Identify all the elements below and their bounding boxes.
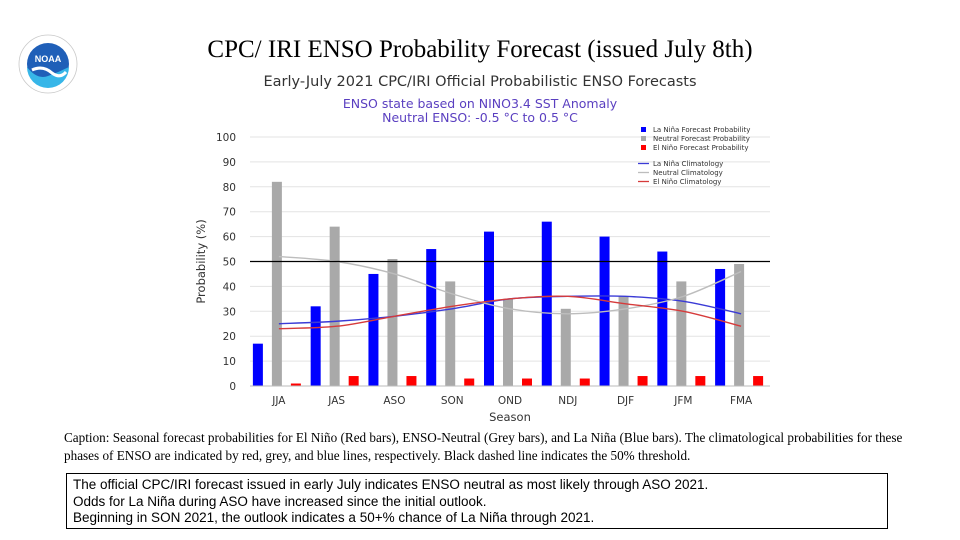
bar-2-son [464, 378, 475, 386]
chart-subtitle: ENSO state based on NINO3.4 SST Anomaly [342, 96, 618, 111]
y-tick-label: 50 [223, 257, 236, 269]
bar-1-ond [503, 298, 513, 386]
bar-1-djf [618, 296, 629, 386]
legend-climatology-label-2: El Niño Climatology [653, 178, 721, 186]
y-tick-label: 70 [223, 207, 236, 219]
bar-1-son [445, 281, 456, 386]
x-tick-label-fma: FMA [730, 395, 753, 407]
bar-0-son [426, 249, 437, 386]
bar-2-jfm [695, 376, 706, 386]
legend-label-0: La Niña Forecast Probability [653, 126, 750, 134]
x-tick-label-jfm: JFM [673, 395, 692, 407]
x-tick-label-ond: OND [498, 395, 522, 407]
y-tick-label: 60 [223, 232, 236, 244]
climatology-line-1 [278, 255, 742, 315]
summary-line-3: Beginning in SON 2021, the outlook indic… [73, 510, 595, 525]
x-tick-label-ndj: NDJ [558, 395, 577, 407]
bar-0-ond [484, 231, 494, 386]
climatology-line-2 [278, 295, 742, 330]
legend-swatch-1 [641, 136, 646, 141]
legend-label-1: Neutral Forecast Probability [653, 135, 750, 143]
noaa-logo: NOAA [18, 34, 78, 94]
chart-subtitle-2: Neutral ENSO: -0.5 °C to 0.5 °C [382, 110, 578, 125]
bar-1-jas [329, 226, 340, 386]
x-tick-label-jja: JJA [271, 395, 286, 407]
bar-0-jja [252, 343, 263, 386]
caption: Caption: Seasonal forecast probabilities… [64, 430, 903, 463]
y-tick-label: 100 [216, 132, 236, 144]
slide-title: CPC/ IRI ENSO Probability Forecast (issu… [207, 36, 753, 63]
x-tick-label-jas: JAS [327, 395, 345, 407]
noaa-logo-text: NOAA [35, 54, 62, 64]
x-tick-label-djf: DJF [617, 395, 634, 407]
bar-1-jfm [676, 281, 687, 386]
bar-2-ond [522, 378, 532, 386]
summary-line-1: The official CPC/IRI forecast issued in … [73, 477, 709, 492]
summary-line-2: Odds for La Niña during ASO have increas… [73, 493, 487, 509]
bar-0-jas [310, 306, 321, 386]
legend-climatology-label-0: La Niña Climatology [653, 160, 723, 168]
legend-swatch-2 [641, 145, 646, 150]
bar-1-aso [387, 259, 398, 386]
y-tick-label: 80 [223, 182, 236, 194]
bar-1-jja [271, 181, 282, 386]
legend-label-2: El Niño Forecast Probability [653, 144, 749, 152]
y-tick-label: 20 [223, 331, 236, 343]
y-tick-label: 10 [223, 356, 236, 368]
x-axis-label: Season [489, 410, 531, 424]
bar-2-djf [637, 376, 648, 386]
bar-1-ndj [560, 308, 571, 386]
enso-chart: 0 10 20 30 40 50 60 70 80 90 100 Probability (%) Sea… [194, 126, 770, 424]
bar-2-fma [753, 376, 764, 386]
legend-climatology-label-1: Neutral Climatology [653, 169, 723, 177]
x-tick-label-son: SON [441, 395, 464, 407]
bar-0-aso [368, 273, 379, 386]
summary-box: The official CPC/IRI forecast issued in … [66, 473, 888, 529]
bar-0-ndj [541, 221, 552, 386]
y-tick-label: 30 [223, 306, 236, 318]
bar-2-ndj [579, 378, 590, 386]
y-axis-label: Probability (%) [194, 219, 208, 303]
y-tick-label: 0 [229, 381, 236, 393]
y-tick-label: 90 [223, 157, 236, 169]
bar-2-jas [348, 376, 359, 386]
bar-0-jfm [657, 251, 668, 386]
bar-2-aso [406, 376, 417, 386]
bar-2-jja [290, 383, 301, 386]
bar-0-fma [715, 268, 726, 386]
legend-swatch-0 [641, 127, 646, 132]
chart-title: Early-July 2021 CPC/IRI Official Probabi… [263, 74, 697, 90]
x-tick-label-aso: ASO [383, 395, 405, 407]
y-tick-label: 40 [223, 281, 236, 293]
